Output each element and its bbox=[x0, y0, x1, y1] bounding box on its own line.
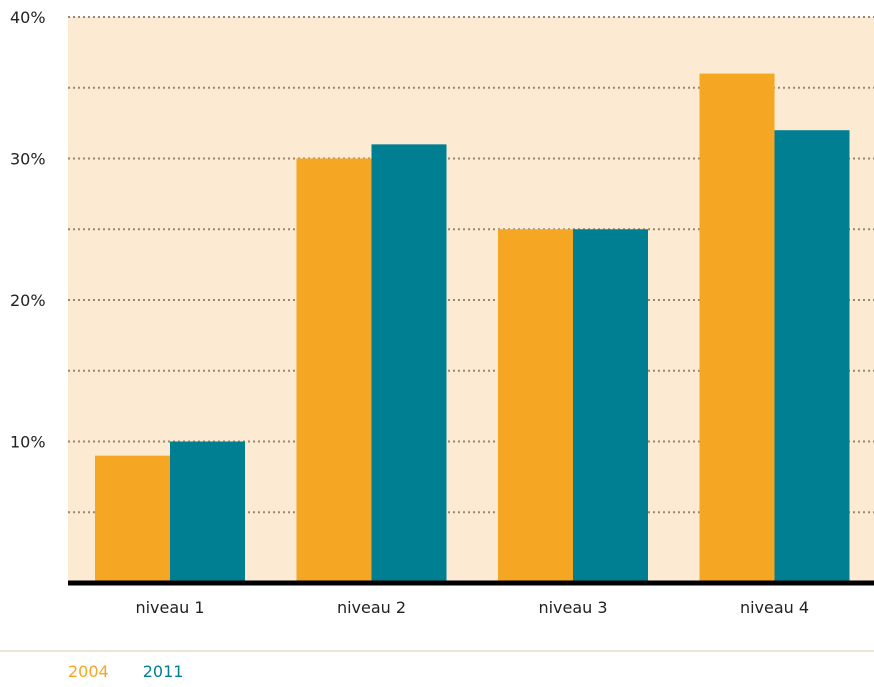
bar-2004-niveau-4 bbox=[699, 73, 775, 583]
x-axis-categories: niveau 1 niveau 2 niveau 3 niveau 4 bbox=[135, 598, 809, 617]
legend-item-2004: 2004 bbox=[68, 662, 109, 681]
bar-2004-niveau-3 bbox=[498, 229, 573, 583]
y-tick-label: 40% bbox=[10, 8, 46, 27]
y-tick-label: 10% bbox=[10, 433, 46, 452]
legend-item-2011: 2011 bbox=[142, 662, 184, 681]
y-tick-label: 30% bbox=[10, 150, 46, 169]
y-axis-ticks: 10% 20% 30% 40% bbox=[10, 8, 46, 452]
x-category-label: niveau 2 bbox=[337, 598, 406, 617]
x-category-label: niveau 1 bbox=[135, 598, 204, 617]
x-category-label: niveau 4 bbox=[740, 598, 809, 617]
bar-2011-niveau-2 bbox=[371, 144, 447, 583]
legend: 2004 2011 bbox=[68, 662, 183, 681]
bar-2011-niveau-4 bbox=[774, 130, 850, 583]
bar-2011-niveau-1 bbox=[170, 441, 245, 583]
bar-2004-niveau-2 bbox=[296, 158, 372, 583]
bars bbox=[95, 73, 850, 583]
x-category-label: niveau 3 bbox=[538, 598, 607, 617]
y-tick-label: 20% bbox=[10, 291, 46, 310]
bar-2004-niveau-1 bbox=[95, 455, 170, 583]
bar-2011-niveau-3 bbox=[573, 229, 648, 583]
